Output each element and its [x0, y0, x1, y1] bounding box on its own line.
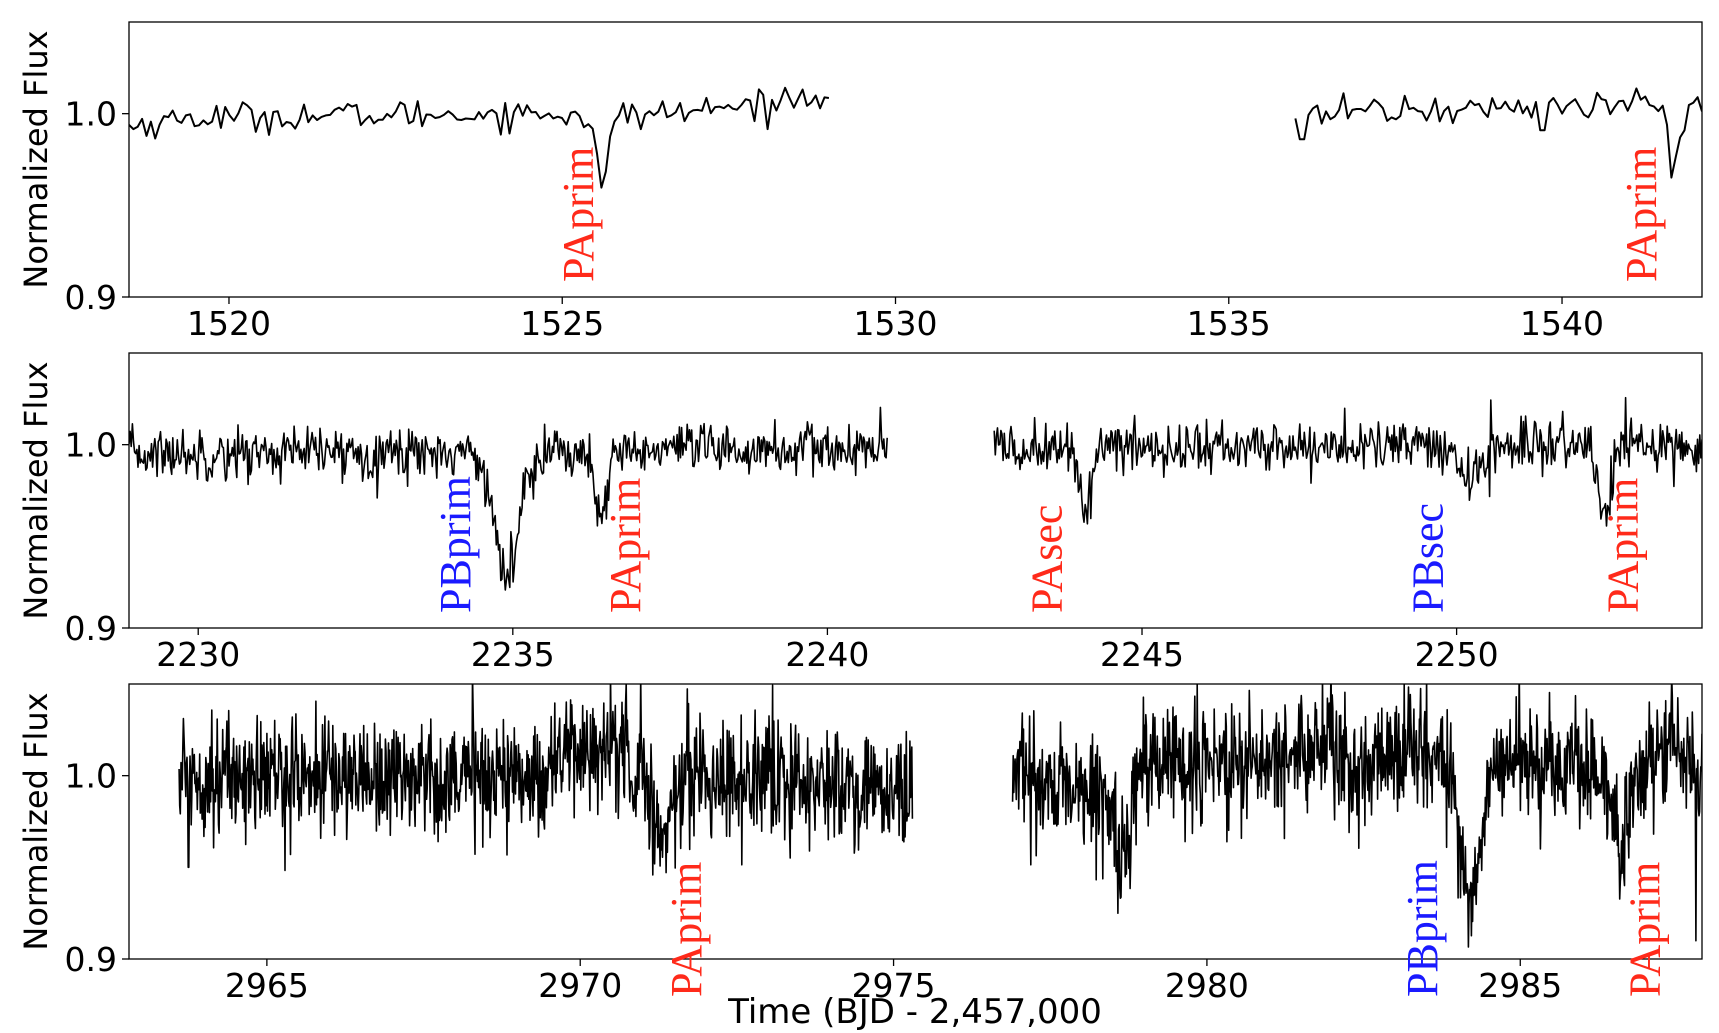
y-axis-label: Normalized Flux — [17, 692, 55, 950]
event-annotation-paprim: PAprim — [662, 862, 711, 997]
y-tick-label: 0.9 — [65, 278, 117, 317]
x-tick-label: 2245 — [1100, 635, 1184, 674]
y-tick-label: 1.0 — [65, 426, 117, 465]
x-tick-label: 1535 — [1187, 304, 1271, 343]
plot-frame — [128, 21, 1703, 298]
event-annotation-paprim: PAprim — [1598, 478, 1647, 613]
x-tick-label: 2235 — [471, 635, 555, 674]
x-tick-label: 2965 — [225, 966, 309, 1005]
event-annotation-paprim: PAprim — [554, 147, 603, 282]
plot-frame — [128, 683, 1703, 960]
y-tick-label: 1.0 — [65, 95, 117, 134]
flux-series-line — [129, 396, 1702, 591]
plot-frame — [128, 352, 1703, 629]
event-annotation-pbprim: PBprim — [1398, 860, 1447, 997]
x-tick-label: 1530 — [854, 304, 938, 343]
panel-1: 1520 1525 1530 1535 1540 0.9 1.0 Normalized Flu… — [17, 21, 1703, 343]
y-tick-label: 0.9 — [65, 609, 117, 648]
y-axis-label: Normalized Flux — [17, 361, 55, 619]
panel-3: 2965 2970 2975 2980 2985 0.9 1.0 Normalized Flu… — [17, 683, 1703, 1005]
x-tick-label: 1525 — [520, 304, 604, 343]
x-axis-label: Time (BJD - 2,457,000 — [727, 992, 1102, 1032]
x-tick-label: 2230 — [156, 635, 240, 674]
x-tick-label: 2985 — [1478, 966, 1562, 1005]
x-tick-label: 2970 — [538, 966, 622, 1005]
event-annotation-pbsec: PBsec — [1403, 503, 1452, 613]
event-annotation-paprim: PAprim — [601, 478, 650, 613]
y-axis-label: Normalized Flux — [17, 30, 55, 288]
x-tick-label: 2980 — [1165, 966, 1249, 1005]
flux-series-line — [178, 684, 1702, 948]
event-annotation-pbprim: PBprim — [431, 476, 480, 613]
x-tick-label: 2250 — [1415, 635, 1499, 674]
y-tick-label: 0.9 — [65, 940, 117, 979]
event-annotation-paprim: PAprim — [1621, 862, 1670, 997]
event-annotation-pasec: PAsec — [1023, 505, 1072, 613]
x-tick-label: 1520 — [187, 304, 271, 343]
panel-2: 2230 2235 2240 2245 2250 0.9 1.0 Normalized Flu… — [17, 352, 1703, 674]
x-tick-label: 2975 — [852, 966, 936, 1005]
event-annotation-paprim: PAprim — [1617, 147, 1666, 282]
x-tick-label: 2240 — [785, 635, 869, 674]
y-tick-label: 1.0 — [65, 757, 117, 796]
x-tick-label: 1540 — [1520, 304, 1604, 343]
flux-series-line — [129, 86, 1702, 189]
